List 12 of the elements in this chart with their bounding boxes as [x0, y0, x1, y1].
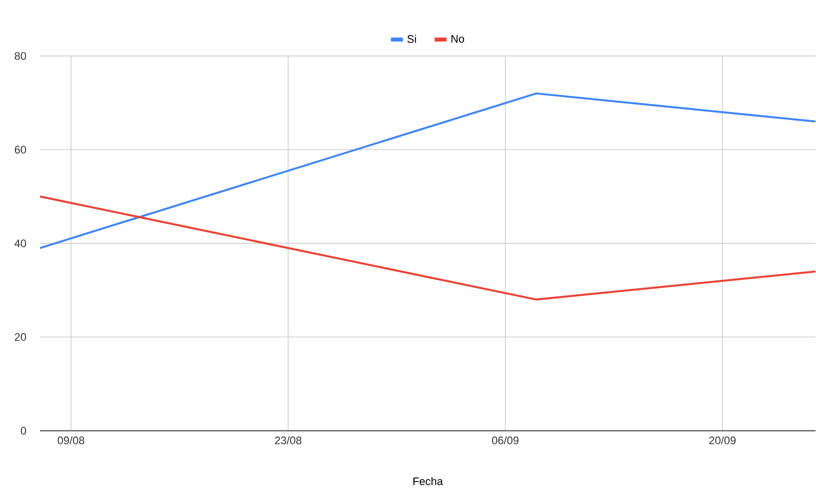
x-axis-title: Fecha: [413, 477, 443, 486]
legend-label: No: [451, 35, 464, 43]
y-tick-label: 20: [14, 333, 26, 342]
legend-label: Si: [407, 35, 416, 44]
y-tick-label: 0: [20, 427, 26, 435]
x-tick-label: 20/09: [709, 436, 736, 444]
x-tick-label: 09/08: [58, 436, 84, 444]
y-tick-label: 80: [14, 52, 26, 60]
x-tick-label: 06/09: [492, 436, 518, 444]
y-tick-label: 60: [14, 146, 26, 154]
x-tick-label: 23/08: [275, 436, 302, 444]
y-tick-label: 40: [14, 240, 26, 248]
